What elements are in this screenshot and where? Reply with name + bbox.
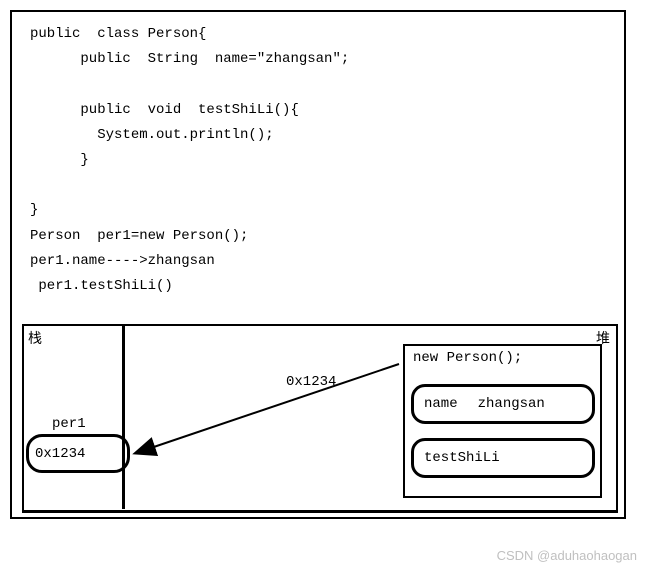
code-line: public String name="zhangsan"; (30, 51, 349, 67)
heap-object-box: new Person(); name zhangsan testShiLi (403, 344, 602, 498)
name-field-value: zhangsan (478, 396, 545, 412)
code-line: per1.testShiLi() (30, 278, 173, 294)
code-line: } (30, 202, 38, 218)
stack-divider (122, 326, 125, 509)
code-block: public class Person{ public String name=… (12, 12, 624, 299)
stack-label: 栈 (28, 328, 42, 348)
pointer-address-label: 0x1234 (286, 374, 336, 390)
heap-name-cell: name zhangsan (411, 384, 595, 424)
code-line: Person per1=new Person(); (30, 228, 248, 244)
code-line: public class Person{ (30, 26, 206, 42)
stack-address: 0x1234 (35, 446, 85, 462)
memory-diagram: 栈 堆 per1 0x1234 0x1234 new Person(); nam… (22, 324, 618, 513)
name-field-label: name (424, 396, 458, 412)
stack-cell: 0x1234 (26, 434, 130, 473)
heap-object-title: new Person(); (413, 350, 522, 366)
method-name: testShiLi (424, 450, 500, 466)
watermark: CSDN @aduhaohaogan (497, 548, 637, 563)
code-line: public void testShiLi(){ (30, 102, 299, 118)
code-line: System.out.println(); (30, 127, 274, 143)
code-line: per1.name---->zhangsan (30, 253, 215, 269)
outer-container: public class Person{ public String name=… (10, 10, 626, 519)
per1-label: per1 (52, 416, 86, 432)
heap-method-cell: testShiLi (411, 438, 595, 478)
code-line: } (30, 152, 89, 168)
